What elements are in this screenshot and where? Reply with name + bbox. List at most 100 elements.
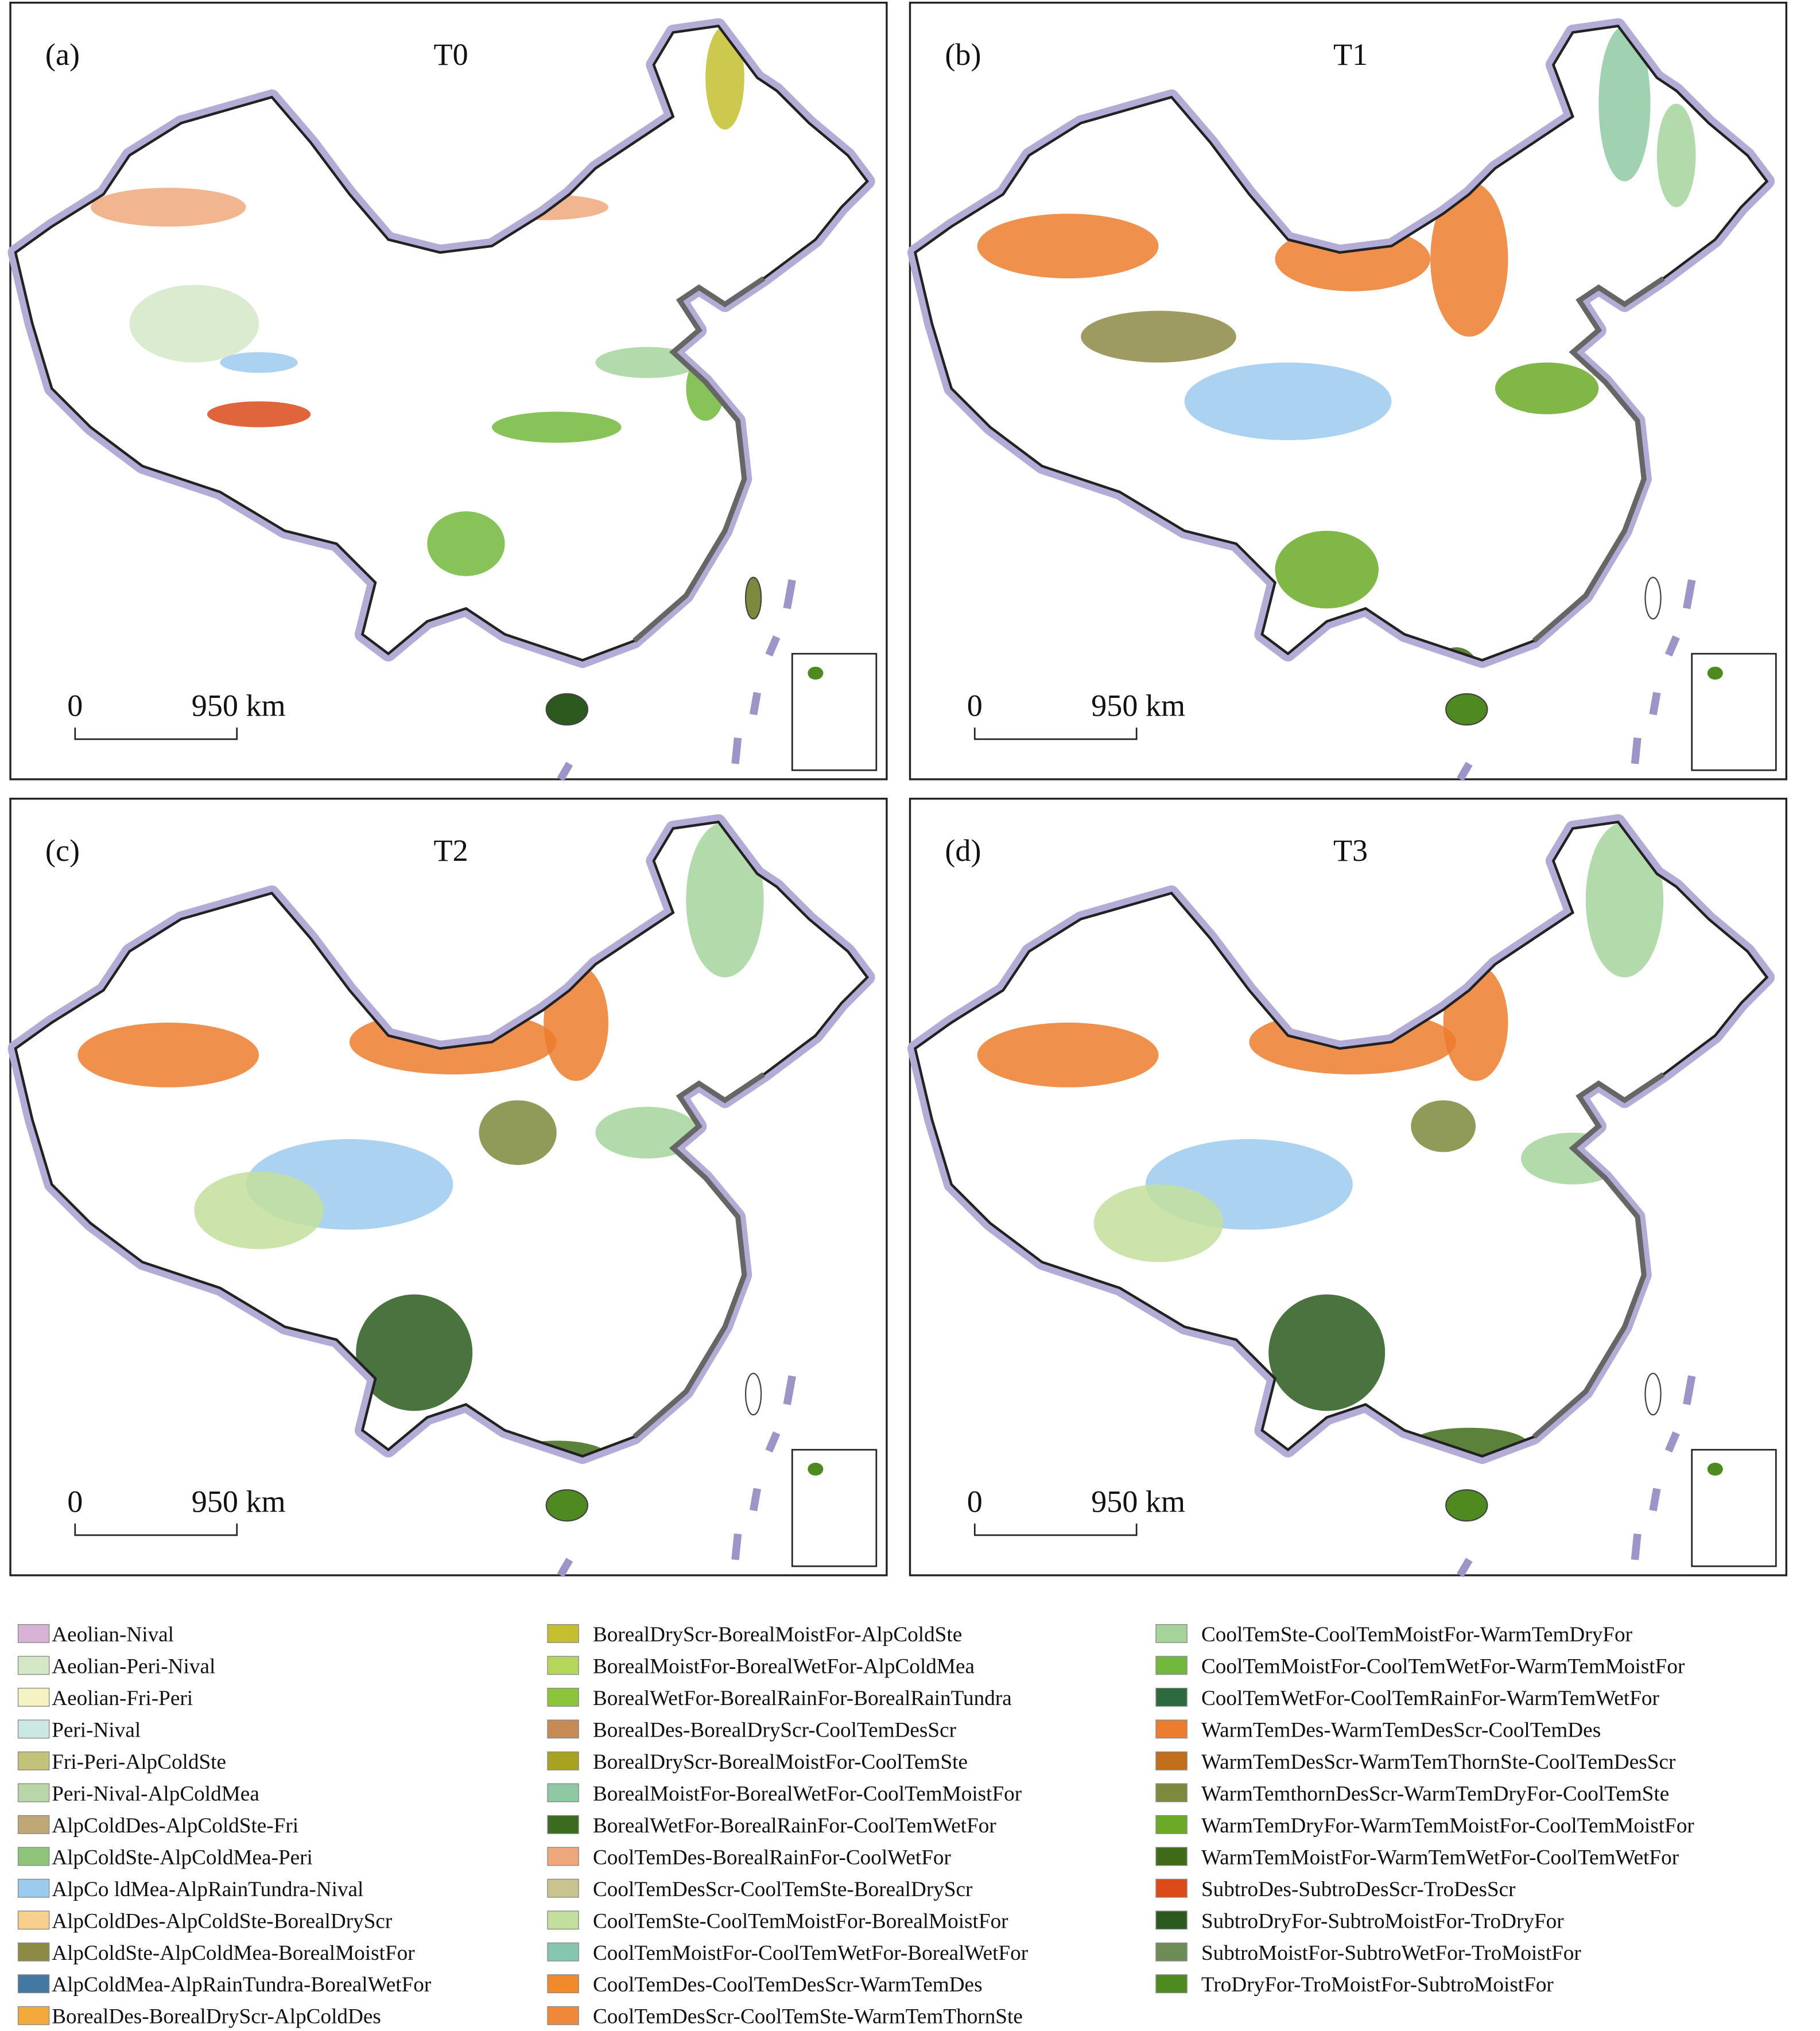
legend-swatch xyxy=(547,1687,579,1707)
legend-label: BorealDes-BorealDryScr-CoolTemDesScr xyxy=(593,1718,957,1742)
inset-hainan xyxy=(808,1462,824,1476)
panel-frame xyxy=(909,2,1788,780)
panel-title: T2 xyxy=(434,833,468,868)
boundary-dash xyxy=(765,635,781,657)
legend-swatch xyxy=(1155,1783,1188,1803)
legend-label: BorealDryScr-BorealMoistFor-AlpColdSte xyxy=(593,1623,962,1646)
legend-label: Peri-Nival-AlpColdMea xyxy=(52,1782,259,1805)
panel-title: T3 xyxy=(1333,833,1368,868)
legend-swatch xyxy=(17,1687,50,1707)
inset-hainan xyxy=(808,666,824,680)
hainan xyxy=(1445,1489,1488,1522)
legend-label: BorealWetFor-BorealRainFor-BorealRainTun… xyxy=(593,1687,1012,1710)
boundary-dash xyxy=(1457,1558,1473,1578)
map-panel: (c) T2 0 950 km xyxy=(9,798,888,1578)
zone-patch xyxy=(194,1171,324,1249)
boundary-dash xyxy=(557,762,573,782)
panel-label: (d) xyxy=(945,833,981,868)
legend-swatch xyxy=(17,1878,50,1898)
legend-swatch xyxy=(1155,1656,1188,1675)
legend-swatch xyxy=(17,1624,50,1643)
zone-patch xyxy=(90,188,246,227)
taiwan xyxy=(744,576,762,620)
legend-label: BorealMoistFor-BorealWetFor-AlpColdMea xyxy=(593,1655,975,1678)
legend-label: AlpColdSte-AlpColdMea-BorealMoistFor xyxy=(52,1941,415,1965)
scale-end: 950 km xyxy=(192,688,286,723)
zone-patch xyxy=(977,1022,1159,1088)
legend-swatch xyxy=(17,1974,50,1994)
vegetation-zones xyxy=(77,822,764,1457)
panel-frame xyxy=(9,798,888,1576)
panel-label: (c) xyxy=(45,833,80,868)
boundary-dash xyxy=(1683,1375,1696,1405)
legend-label: BorealDes-BorealDryScr-AlpColdDes xyxy=(52,2005,381,2029)
panel-label: (b) xyxy=(945,37,981,72)
legend-label: CoolTemMoistFor-CoolTemWetFor-BorealWetF… xyxy=(593,1941,1029,1965)
zone-patch xyxy=(220,352,298,373)
scale-end: 950 km xyxy=(1091,1484,1185,1519)
legend-label: CoolTemDes-BorealRainFor-CoolWetFor xyxy=(593,1846,952,1869)
legend-swatch xyxy=(1155,1815,1188,1834)
legend-label: SubtroDes-SubtroDesScr-TroDesScr xyxy=(1201,1878,1516,1901)
map-panel: (d) T3 0 950 km xyxy=(909,798,1788,1578)
zone-patch xyxy=(479,1100,557,1165)
zone-patch xyxy=(1268,1294,1386,1411)
zone-patch xyxy=(77,1022,259,1088)
legend-swatch xyxy=(17,1942,50,1962)
scale-start: 0 xyxy=(967,688,983,723)
legend-label: CoolTemDesScr-CoolTemSte-BorealDryScr xyxy=(593,1878,973,1901)
map-panel: (a) T0 0 950 km xyxy=(9,2,888,782)
panel-frame xyxy=(9,2,888,780)
scale-start: 0 xyxy=(67,688,83,723)
taiwan xyxy=(1644,576,1662,620)
boundary-dash xyxy=(1631,1533,1642,1560)
zone-patch xyxy=(1585,822,1664,977)
legend-label: Peri-Nival xyxy=(52,1718,141,1742)
legend-label: CoolTemWetFor-CoolTemRainFor-WarmTemWetF… xyxy=(1201,1687,1660,1710)
zone-patch xyxy=(1093,1184,1224,1263)
panel-frame xyxy=(909,798,1788,1576)
legend-swatch xyxy=(17,1783,50,1803)
legend-label: WarmTemthornDesScr-WarmTemDryFor-CoolTem… xyxy=(1201,1782,1669,1805)
boundary-dash xyxy=(749,1488,762,1512)
legend-label: CoolTemDesScr-CoolTemSte-WarmTemThornSte xyxy=(593,2005,1023,2029)
vegetation-zones xyxy=(90,26,744,576)
legend-swatch xyxy=(17,1719,50,1739)
zone-patch xyxy=(1081,310,1236,363)
legend-swatch xyxy=(547,1656,579,1675)
panel-title: T1 xyxy=(1333,37,1368,72)
inset-frame xyxy=(791,653,878,771)
legend-label: CoolTemSte-CoolTemMoistFor-WarmTemDryFor xyxy=(1201,1623,1633,1646)
boundary-dash xyxy=(749,692,762,716)
legend-swatch xyxy=(547,1878,579,1898)
legend-label: TroDryFor-TroMoistFor-SubtroMoistFor xyxy=(1201,1973,1554,1997)
hainan xyxy=(1445,693,1488,726)
zone-patch xyxy=(492,411,622,443)
hainan xyxy=(545,693,589,726)
inset-frame xyxy=(1691,1449,1777,1567)
legend-swatch xyxy=(17,1751,50,1770)
legend-label: Aeolian-Peri-Nival xyxy=(52,1655,215,1678)
boundary-dash xyxy=(731,737,742,764)
zone-patch xyxy=(1598,26,1651,181)
boundary-dash xyxy=(1683,579,1696,609)
legend-label: BorealWetFor-BorealRainFor-CoolTemWetFor xyxy=(593,1814,996,1838)
zone-patch xyxy=(427,511,505,576)
scale-bar xyxy=(973,1523,1138,1536)
boundary-dash xyxy=(1649,1488,1661,1512)
zone-patch xyxy=(1430,181,1508,337)
inset-frame xyxy=(791,1449,878,1567)
legend-label: CoolTemMoistFor-CoolTemWetFor-WarmTemMoi… xyxy=(1201,1655,1685,1678)
zone-patch xyxy=(977,213,1159,279)
scale-start: 0 xyxy=(967,1484,983,1519)
zone-patch xyxy=(1184,362,1392,441)
zone-patch xyxy=(686,822,764,977)
legend-swatch xyxy=(547,1783,579,1803)
boundary-dash xyxy=(557,1558,573,1578)
boundary-dash xyxy=(765,1431,781,1453)
legend-swatch xyxy=(547,1719,579,1739)
scale-bar xyxy=(973,727,1138,740)
zone-patch xyxy=(207,401,311,428)
legend-swatch xyxy=(17,1847,50,1866)
